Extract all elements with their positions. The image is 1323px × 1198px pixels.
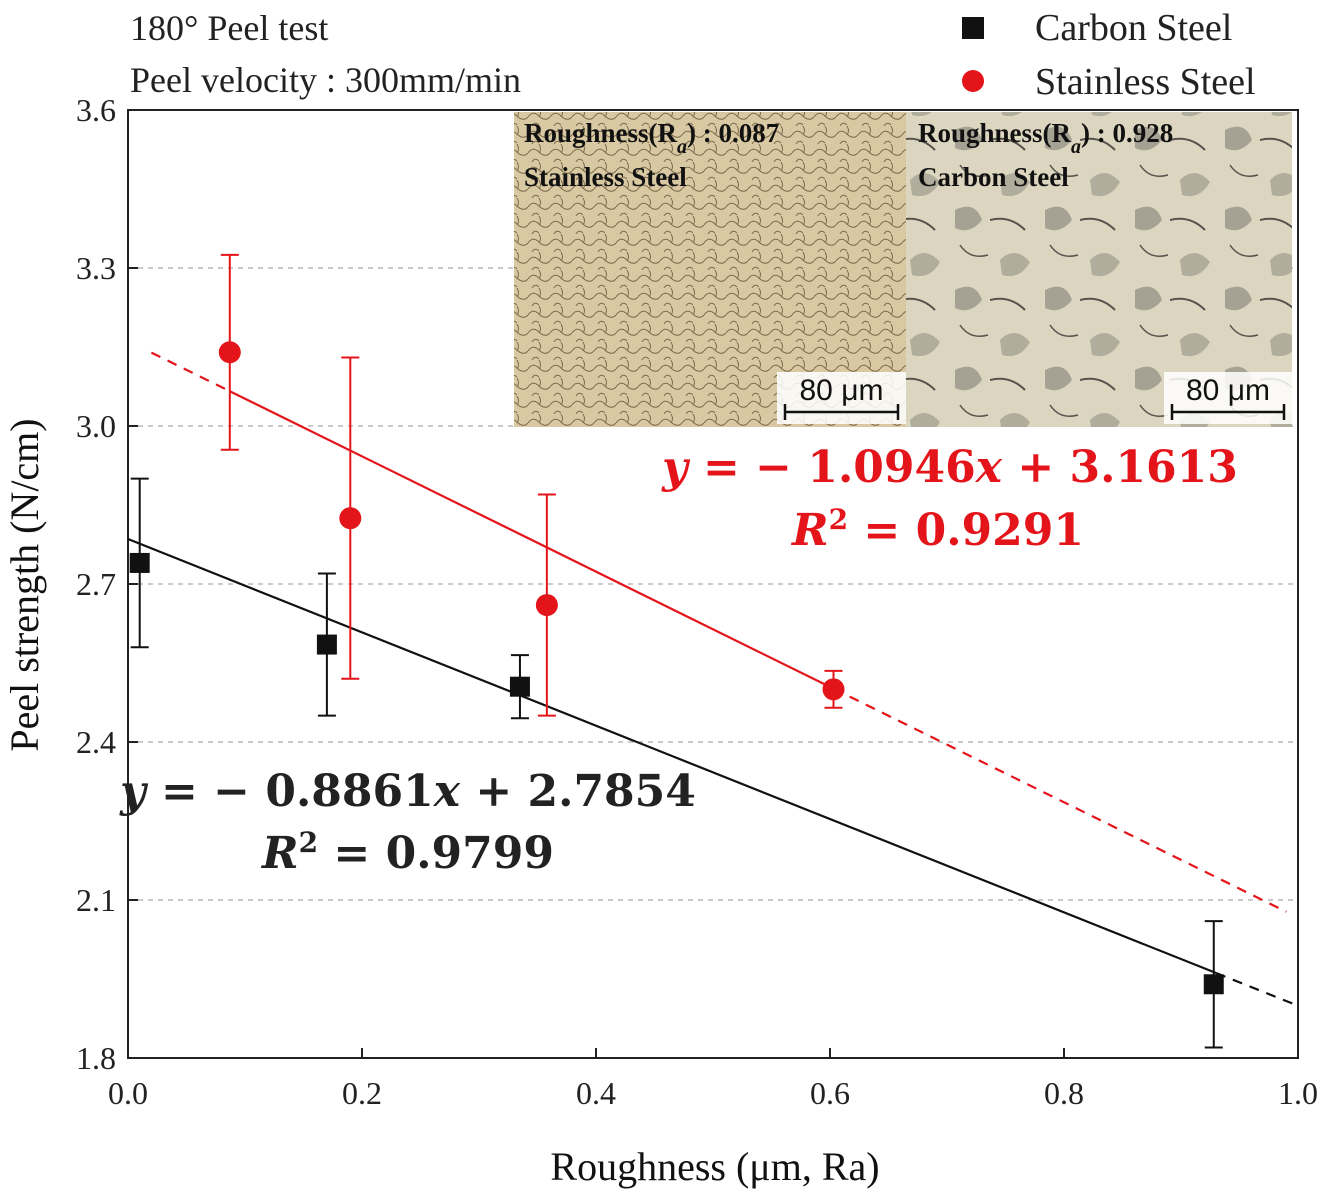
y-tick-label: 1.8 — [76, 1040, 116, 1076]
stainless-data-point — [339, 507, 362, 530]
y-tick-label: 3.6 — [76, 92, 116, 128]
scale-bar-background — [777, 372, 906, 424]
carbon-fit-line — [127, 538, 1217, 975]
x-axis-ticks: 0.0 0.2 0.4 0.6 0.8 1.0 — [108, 1048, 1318, 1111]
y-tick-label: 2.1 — [76, 882, 116, 918]
y-tick-label: 3.0 — [76, 408, 116, 444]
scale-bar-label: 80 μm — [1186, 374, 1270, 407]
y-tick-label: 3.3 — [76, 250, 116, 286]
y-tick-label: 2.4 — [76, 724, 116, 760]
y-tick-label: 2.7 — [76, 566, 116, 602]
carbon-fit-equation: y = − 0.8861x + 2.7854 — [119, 766, 696, 817]
carbon-fit-extrapolation — [1215, 972, 1299, 1007]
x-tick-label: 0.2 — [342, 1075, 382, 1111]
x-tick-label: 0.4 — [576, 1075, 616, 1111]
legend-stainless-label: Stainless Steel — [1035, 61, 1256, 103]
carbon-fit-r2: R2 = 0.9799 — [260, 826, 554, 880]
series-layer — [127, 253, 1299, 1049]
stainless-fit-line — [229, 390, 834, 690]
stainless-material-label: Stainless Steel — [524, 162, 687, 192]
scale-bar-label: 80 μm — [800, 374, 884, 407]
x-tick-label: 0.8 — [1044, 1075, 1084, 1111]
legend-carbon-label: Carbon Steel — [1035, 7, 1232, 49]
x-tick-label: 0.6 — [810, 1075, 850, 1111]
carbon-scale-bar: 80 μm — [1164, 372, 1292, 424]
stainless-scale-bar: 80 μm — [777, 372, 906, 424]
carbon-roughness-label: Roughness(Ra) : 0.928 — [918, 118, 1173, 158]
stainless-data-point — [535, 594, 558, 617]
micrograph-inset: Roughness(Ra) : 0.087 Stainless Steel Ro… — [514, 112, 1292, 427]
stainless-data-point — [822, 678, 845, 701]
legend-stainless-marker — [962, 70, 984, 92]
carbon-material-label: Carbon Steel — [918, 162, 1069, 192]
y-axis-title: Peel strength (N/cm) — [2, 418, 47, 751]
carbon-data-point — [509, 676, 530, 697]
stainless-data-point — [218, 341, 241, 364]
y-axis-ticks: 1.8 2.1 2.4 2.7 3.0 3.3 3.6 — [76, 92, 138, 1076]
x-axis-title: Roughness (μm, Ra) — [550, 1144, 879, 1189]
carbon-data-point — [316, 634, 337, 655]
legend: Carbon Steel Stainless Steel — [962, 7, 1256, 103]
stainless-fit-r2: R2 = 0.9291 — [790, 503, 1084, 557]
x-tick-label: 1.0 — [1278, 1075, 1318, 1111]
carbon-data-point — [1203, 974, 1224, 995]
x-tick-label: 0.0 — [108, 1075, 148, 1111]
stainless-roughness-label: Roughness(Ra) : 0.087 — [524, 118, 779, 158]
scale-bar-background — [1164, 372, 1292, 424]
stainless-fit-extrapolation — [833, 687, 1287, 913]
peel-velocity-label: Peel velocity : 300mm/min — [130, 60, 521, 100]
stainless-fit-extrapolation — [150, 351, 231, 393]
legend-carbon-marker — [962, 17, 984, 39]
test-condition-label: 180° Peel test — [130, 8, 328, 48]
stainless-fit-equation: y = − 1.0946x + 3.1613 — [661, 442, 1238, 493]
carbon-data-point — [129, 552, 150, 573]
